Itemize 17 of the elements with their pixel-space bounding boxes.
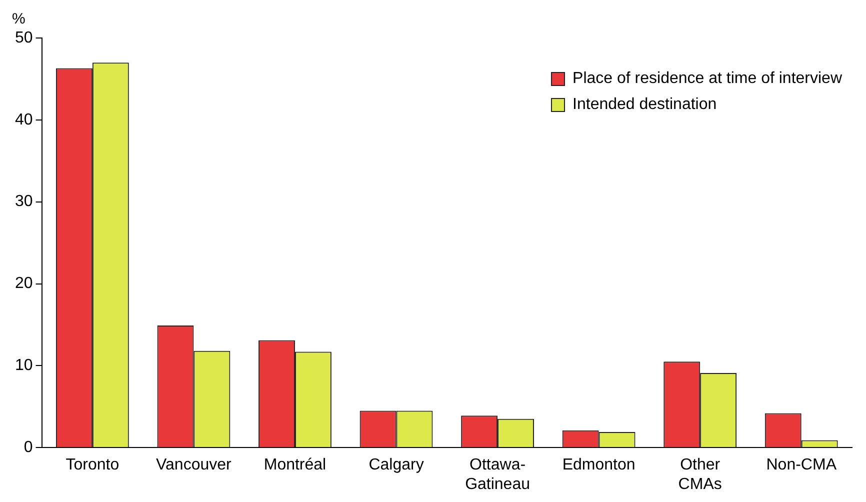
legend-label: Intended destination bbox=[572, 95, 717, 115]
y-axis-title: % bbox=[12, 10, 26, 28]
y-tick-label: 20 bbox=[15, 275, 33, 292]
y-tick-label: 40 bbox=[15, 111, 33, 128]
x-tick-label: Vancouver bbox=[156, 456, 232, 474]
y-tick-label: 0 bbox=[24, 439, 33, 456]
x-tick-label: Ottawa- Gatineau bbox=[465, 456, 530, 493]
x-tick-label: Toronto bbox=[66, 456, 120, 474]
y-tick-label: 50 bbox=[15, 29, 33, 46]
y-tick-label: 30 bbox=[15, 193, 33, 210]
x-tick-label: Other CMAs bbox=[678, 456, 722, 493]
legend-label: Place of residence at time of interview bbox=[572, 69, 842, 89]
x-tick-label: Edmonton bbox=[562, 456, 636, 474]
x-tick-label: Montréal bbox=[264, 456, 326, 474]
y-tick-label: 10 bbox=[15, 357, 33, 374]
x-tick-label: Non-CMA bbox=[766, 456, 837, 474]
x-tick-label: Calgary bbox=[368, 456, 424, 474]
